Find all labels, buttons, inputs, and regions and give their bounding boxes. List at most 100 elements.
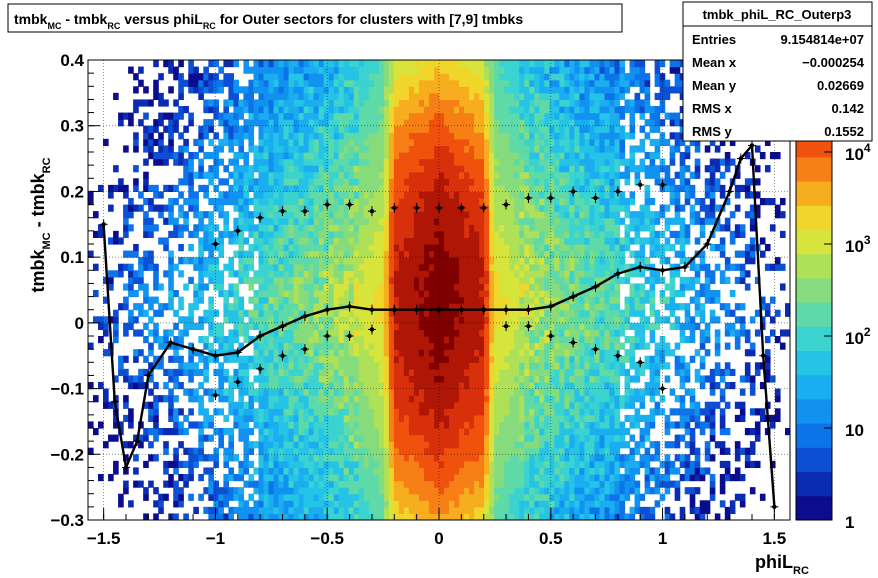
heatmap-cell [193,73,199,81]
heatmap-cell [524,309,530,317]
heatmap-cell [188,309,194,317]
heatmap-cell [403,73,410,81]
heatmap-cell [323,270,330,278]
heatmap-cell [223,290,229,298]
heatmap-cell [113,460,119,469]
heatmap-cell [499,355,505,363]
heatmap-cell [173,309,179,317]
heatmap-cell [353,447,360,455]
heatmap-cell [143,355,149,363]
heatmap-cell [258,217,265,225]
heatmap-cell [378,66,385,74]
heatmap-cell [253,99,260,107]
heatmap-cell [474,132,480,140]
heatmap-cell [308,250,315,258]
heatmap-cell [138,349,144,357]
heatmap-cell [524,99,530,107]
heatmap-cell [383,171,390,179]
heatmap-cell [183,388,189,396]
heatmap-cell [408,362,415,370]
heatmap-cell [263,230,270,239]
heatmap-cell [163,184,169,193]
heatmap-cell [238,362,245,370]
heatmap-cell [308,92,315,101]
heatmap-cell [198,92,204,101]
heatmap-cell [353,257,360,265]
heatmap-cell [464,421,470,429]
heatmap-cell [519,434,525,442]
heatmap-cell [428,184,435,193]
heatmap-cell [514,395,520,403]
heatmap-cell [173,322,179,331]
heatmap-cell [388,500,395,508]
heatmap-cell [383,73,390,81]
heatmap-cell [98,382,104,390]
heatmap-cell [268,119,275,127]
heatmap-cell [474,217,480,225]
heatmap-cell [509,217,515,225]
heatmap-cell [484,191,490,199]
heatmap-cell [263,73,270,81]
heatmap-cell [368,506,375,515]
heatmap-cell [143,86,149,94]
heatmap-cell [378,158,385,166]
heatmap-cell [178,178,184,186]
heatmap-cell [268,171,275,179]
heatmap-cell [398,73,405,81]
heatmap-cell [403,217,410,225]
heatmap-cell [449,73,455,81]
heatmap-cell [258,191,265,199]
heatmap-cell [323,408,330,416]
heatmap-cell [288,401,295,409]
heatmap-cell [398,66,405,74]
heatmap-cell [348,270,355,278]
heatmap-cell [373,263,380,271]
heatmap-cell [238,382,245,390]
heatmap-cell [534,428,540,436]
heatmap-cell [464,250,470,258]
heatmap-cell [328,106,335,114]
heatmap-cell [489,322,495,331]
heatmap-cell [529,401,535,409]
heatmap-cell [433,60,440,68]
heatmap-cell [504,106,510,114]
heatmap-cell [433,224,440,232]
heatmap-cell [193,230,199,239]
heatmap-cell [318,79,325,87]
heatmap-cell [368,290,375,298]
heatmap-cell [178,303,184,311]
heatmap-cell [273,263,280,271]
heatmap-cell [228,447,235,455]
heatmap-cell [173,355,179,363]
heatmap-cell [268,349,275,357]
heatmap-cell [484,460,490,469]
heatmap-cell [328,132,335,140]
heatmap-cell [363,303,370,311]
heatmap-cell [158,112,164,120]
heatmap-cell [223,132,229,140]
heatmap-cell [489,244,495,252]
heatmap-cell [258,79,265,87]
heatmap-cell [408,270,415,278]
heatmap-cell [248,322,255,331]
heatmap-cell [464,276,470,285]
heatmap-cell [198,290,204,298]
heatmap-cell [163,158,169,166]
heatmap-cell [223,375,229,383]
heatmap-cell [323,230,330,239]
heatmap-cell [499,138,505,147]
heatmap-cell [318,125,325,133]
heatmap-cell [328,355,335,363]
heatmap-cell [368,467,375,475]
heatmap-cell [208,125,214,133]
heatmap-cell [393,230,400,239]
heatmap-cell [318,382,325,390]
heatmap-cell [373,395,380,403]
heatmap-cell [489,66,495,74]
heatmap-cell [373,329,380,337]
heatmap-cell [213,106,219,114]
heatmap-cell [323,257,330,265]
heatmap-cell [519,171,525,179]
heatmap-cell [328,349,335,357]
heatmap-cell [423,198,430,206]
